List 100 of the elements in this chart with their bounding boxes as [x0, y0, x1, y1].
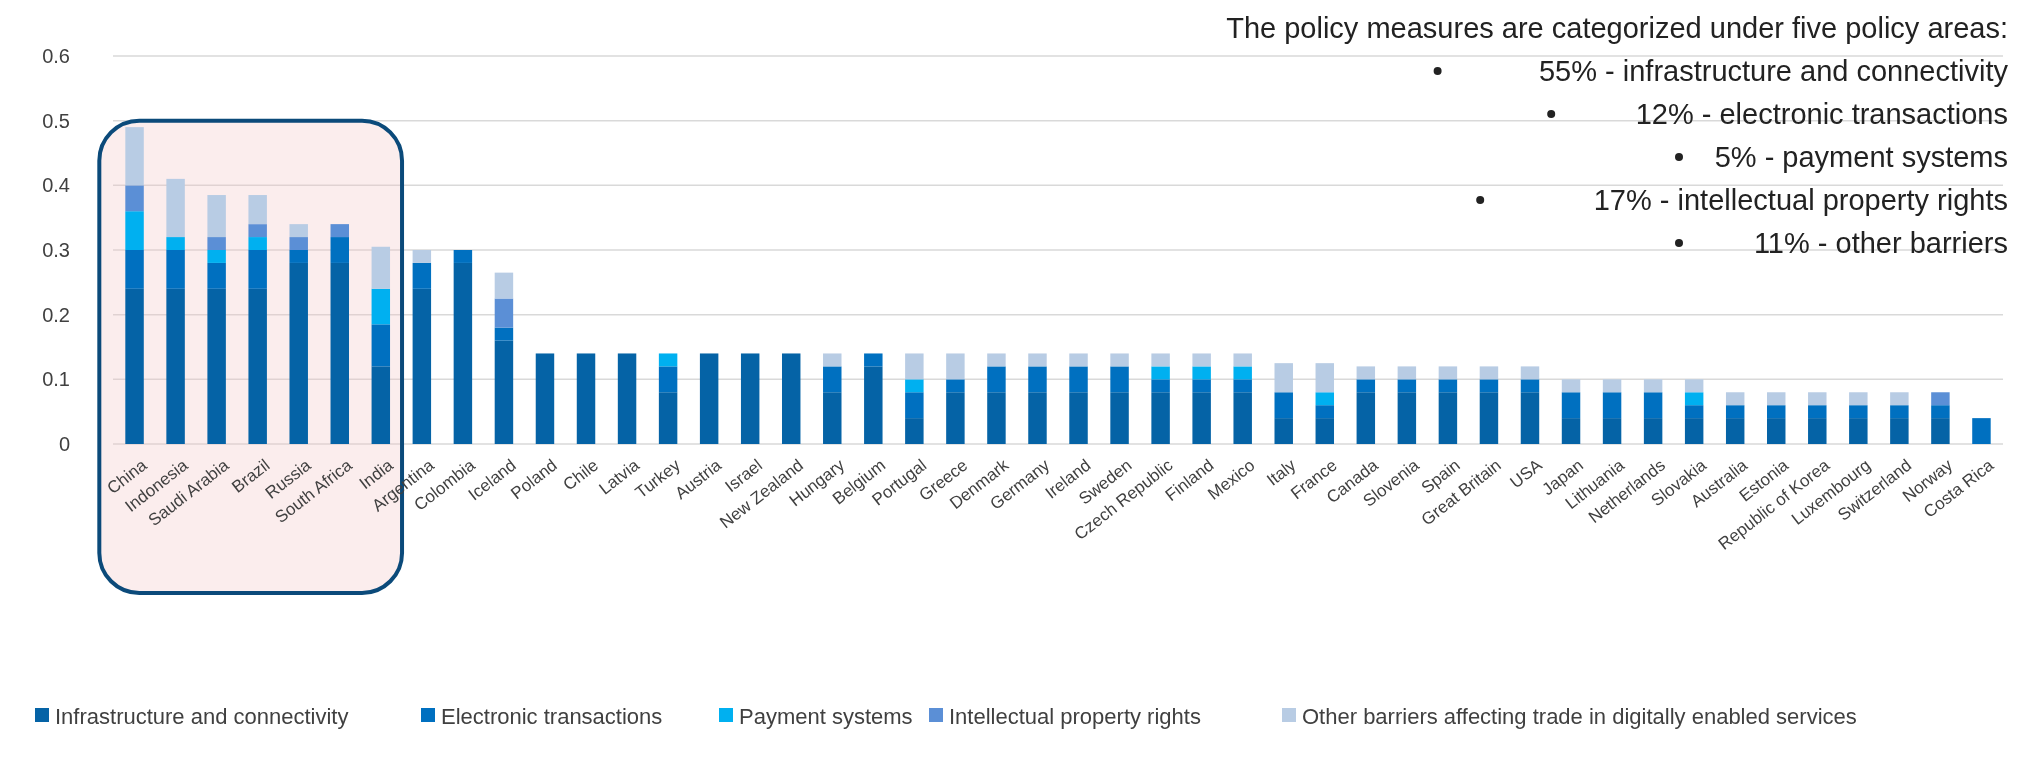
- annotation: 5% - payment systems: [1714, 141, 2008, 173]
- bar: [1233, 353, 1252, 367]
- bar: [1725, 392, 1745, 406]
- bar: [1890, 418, 1909, 444]
- text: The policy measures are categorized under five policy areas:: [1226, 12, 2008, 44]
- y-tick-label: 0.6: [42, 45, 70, 67]
- bar: [125, 288, 144, 444]
- bar: [1520, 366, 1540, 380]
- bar: [166, 250, 185, 289]
- bar: [1725, 405, 1745, 419]
- bar: [330, 237, 349, 263]
- bar: [1110, 366, 1129, 393]
- bar: [946, 392, 965, 444]
- bar: [289, 224, 308, 238]
- bar: [1767, 405, 1786, 419]
- bar: [946, 353, 965, 380]
- bar: [1151, 353, 1170, 367]
- bar: [699, 353, 719, 444]
- bar: [371, 246, 391, 289]
- y-tick-label: 0.1: [42, 368, 70, 391]
- bar: [823, 392, 842, 444]
- bar: [166, 237, 185, 250]
- bar: [1315, 363, 1335, 393]
- bar: [248, 195, 267, 225]
- bar: [125, 185, 144, 212]
- bar: [1767, 418, 1786, 444]
- bar: [1643, 392, 1663, 419]
- bar: [905, 379, 924, 393]
- bar: [412, 262, 432, 289]
- bar: [207, 195, 226, 238]
- bar: [1931, 405, 1950, 419]
- bar: [905, 418, 924, 444]
- legend-label: Electronic transactions: [441, 703, 663, 729]
- y-tick-label: 0.4: [42, 174, 70, 197]
- bar: [1479, 392, 1499, 444]
- bar: [248, 224, 267, 238]
- bar: [1274, 363, 1293, 393]
- bar: [1684, 392, 1704, 406]
- bar: [1684, 418, 1704, 444]
- bar: [1151, 379, 1170, 393]
- bar: [1397, 366, 1417, 380]
- legend-label: Intellectual property rights: [949, 703, 1201, 729]
- bar: [412, 288, 432, 444]
- bar: [207, 288, 226, 444]
- bar: [1438, 366, 1458, 380]
- bar: [289, 262, 308, 444]
- bar: [1479, 379, 1499, 393]
- bar: [1069, 366, 1088, 393]
- y-tick-label: 0: [58, 433, 70, 455]
- bar: [1684, 379, 1704, 393]
- bar: [166, 178, 185, 238]
- bar: [1602, 392, 1622, 419]
- bar: [1315, 418, 1335, 444]
- bar: [248, 250, 267, 289]
- bar: [330, 262, 349, 444]
- bar: [1151, 392, 1170, 444]
- bar: [1725, 418, 1745, 444]
- bar: [781, 353, 801, 444]
- bar: [1767, 392, 1786, 406]
- bar: [371, 366, 391, 444]
- bar: [1438, 379, 1458, 393]
- bar: [1192, 353, 1211, 367]
- bar: [864, 353, 883, 367]
- bar: [1684, 405, 1704, 419]
- bar: [125, 127, 144, 186]
- bar: [1561, 379, 1581, 393]
- bar: [1890, 405, 1909, 419]
- bar: [740, 353, 760, 444]
- bar: [1849, 392, 1868, 406]
- bar: [987, 353, 1006, 367]
- bar: [125, 250, 144, 289]
- bar: [658, 366, 678, 393]
- bar: [1561, 418, 1581, 444]
- bar: [248, 288, 267, 444]
- bar: [823, 353, 842, 367]
- annotation: 55% - infrastructure and connectivity: [1538, 55, 2009, 87]
- legend-label: Other barriers affecting trade in digitally enabled services: [1302, 703, 1857, 729]
- legend-label: Payment systems: [739, 703, 913, 729]
- bar: [1397, 379, 1417, 393]
- annotation: 11% - other barriers: [1753, 227, 2008, 259]
- bar: [1602, 418, 1622, 444]
- bar: [1192, 379, 1211, 393]
- bar: [1233, 392, 1252, 444]
- bar: [494, 340, 514, 444]
- bar: [617, 353, 637, 444]
- bar: [1233, 366, 1252, 380]
- y-tick-label: 0.2: [42, 303, 70, 326]
- bar: [1028, 353, 1047, 367]
- y-tick-label: 0.5: [42, 109, 70, 132]
- bar: [1192, 366, 1211, 380]
- bar: [1808, 392, 1827, 406]
- bar: [453, 250, 473, 263]
- bar: [823, 366, 842, 393]
- bar: [207, 262, 226, 289]
- bar: [1315, 405, 1335, 419]
- bar: [1479, 366, 1499, 380]
- bar: [1808, 405, 1827, 419]
- bar: [289, 237, 308, 250]
- bar: [1520, 392, 1540, 444]
- bar: [1602, 379, 1622, 393]
